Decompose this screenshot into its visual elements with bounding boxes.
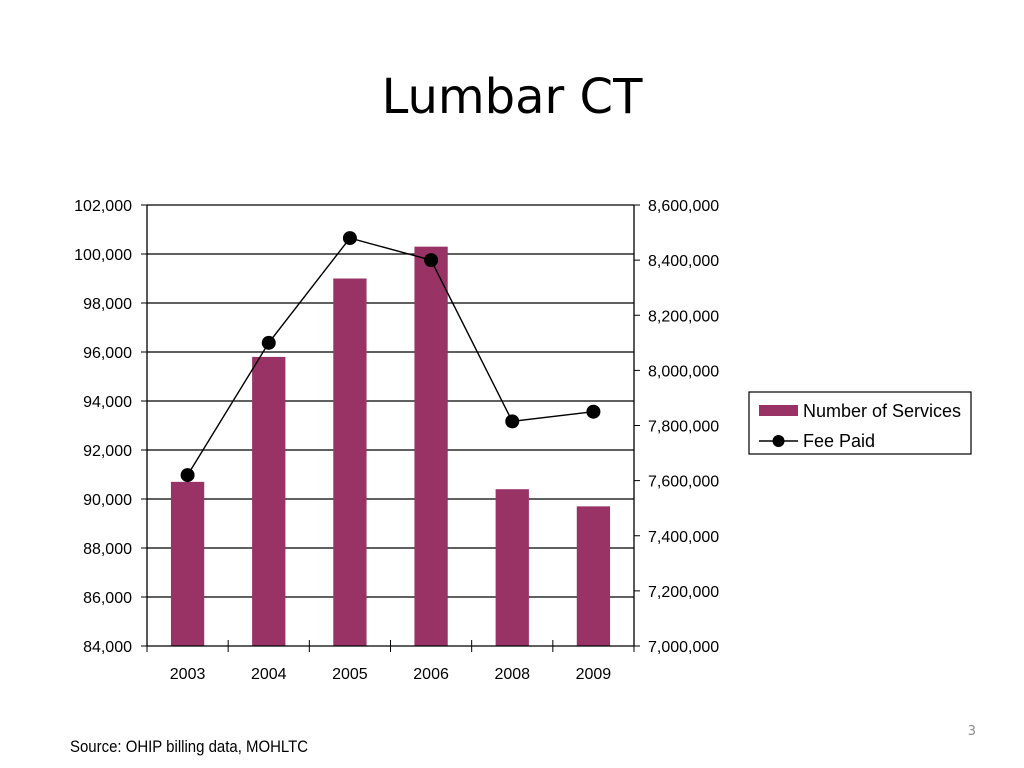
fee-paid-point-2004 [261,335,276,350]
right-tick-label: 7,600,000 [648,474,719,491]
bar-2008 [495,489,529,646]
legend: Number of Services Fee Paid [748,391,972,455]
legend-box [748,391,972,455]
bar-2009 [576,506,611,646]
right-tick-label: 8,400,000 [648,253,719,270]
left-tick-label: 88,000 [83,541,132,558]
page-number: 3 [967,724,976,739]
bar-2006 [414,246,448,646]
right-tick-label: 8,000,000 [648,363,719,380]
fee-paid-point-2005 [342,231,357,246]
x-tick-label: 2004 [251,666,287,683]
bar-2005 [333,278,367,646]
right-tick-label: 7,200,000 [648,584,719,601]
services-bars [170,246,611,646]
right-tick-label: 7,000,000 [648,639,719,656]
right-tick-label: 8,600,000 [648,198,719,215]
legend-label-fee-paid: Fee Paid [803,431,875,451]
left-tick-label: 84,000 [83,639,132,656]
x-tick-label: 2009 [576,666,612,683]
fee-paid-point-2009 [586,404,601,419]
fee-paid-point-2006 [424,253,439,268]
bar-2004 [252,356,286,646]
fee-paid-series-line [186,237,594,476]
left-tick-label: 94,000 [83,394,132,411]
source-note: Source: OHIP billing data, MOHLTC [70,737,309,756]
gridlines [147,204,634,598]
fee-paid-point-2008 [505,414,520,429]
left-tick-label: 86,000 [83,590,132,607]
legend-label-services: Number of Services [803,401,961,421]
right-tick-label: 7,800,000 [648,419,719,436]
legend-swatch-fee-marker [772,435,785,447]
left-tick-label: 96,000 [83,345,132,362]
legend-swatch-services [759,405,798,416]
left-tick-label: 102,000 [74,198,132,215]
right-tick-label: 8,200,000 [648,308,719,325]
x-tick-label: 2008 [494,666,530,683]
x-tick-label: 2003 [170,666,206,683]
left-tick-label: 98,000 [83,296,132,313]
left-tick-label: 90,000 [83,492,132,509]
fee-paid-line [180,231,601,483]
bar-2003 [170,481,205,646]
slide-title: Lumbar CT [381,69,643,125]
axes: 84,000 86,000 88,000 90,000 92,000 94,000 96,0… [74,198,719,683]
left-tick-label: 92,000 [83,443,132,460]
x-tick-label: 2006 [413,666,449,683]
left-tick-label: 100,000 [74,247,132,264]
fee-paid-point-2003 [180,468,195,483]
x-tick-label: 2005 [332,666,368,683]
right-tick-label: 7,400,000 [648,529,719,546]
